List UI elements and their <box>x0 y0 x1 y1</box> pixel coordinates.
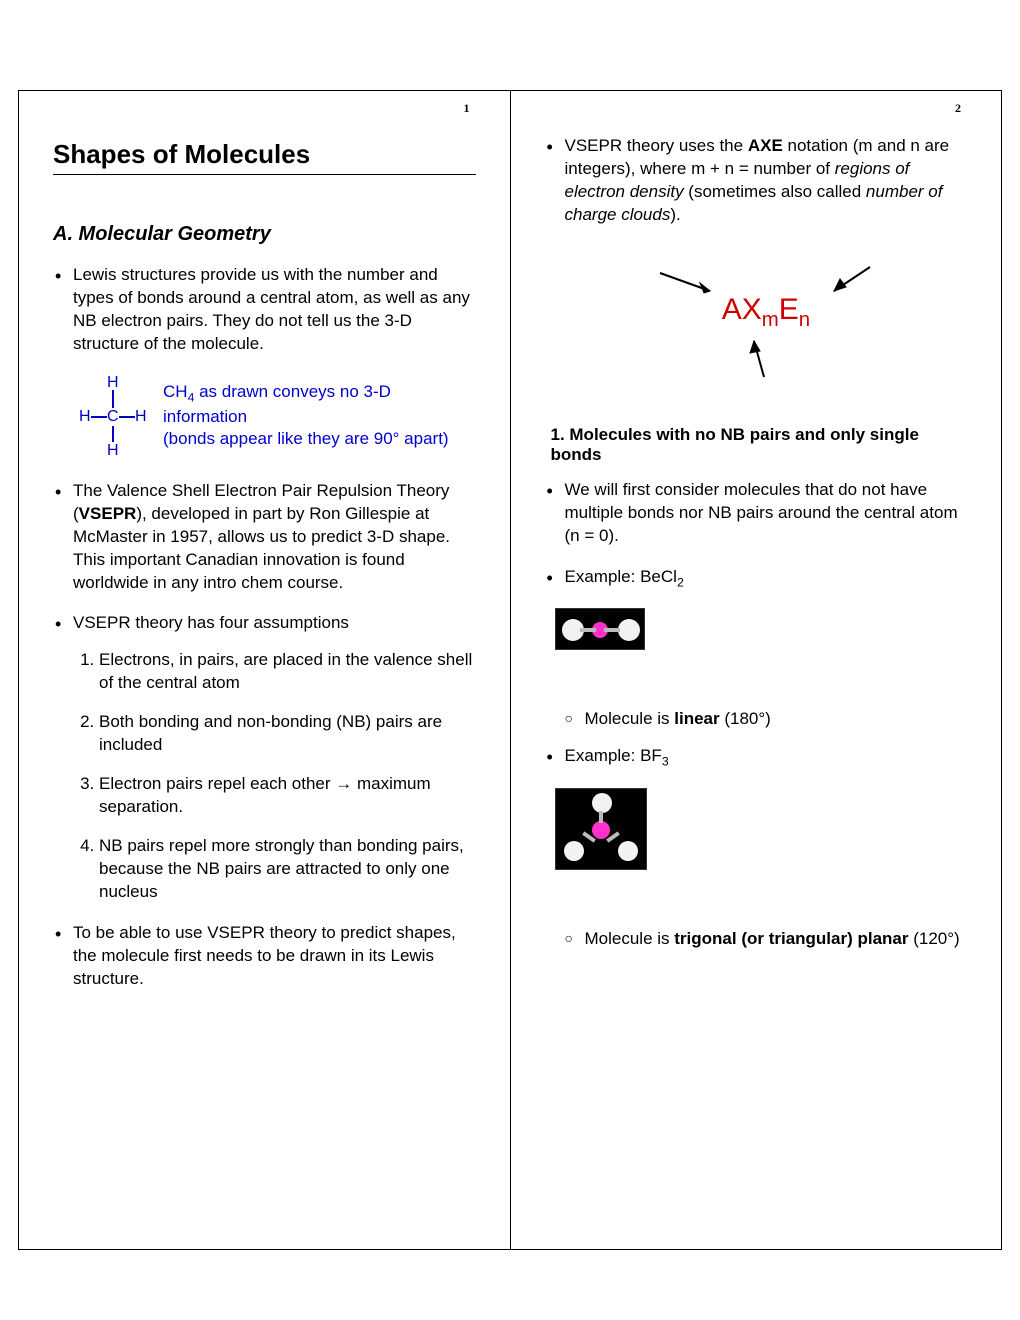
example-label: Example: BeCl <box>565 567 677 586</box>
bond <box>112 426 114 442</box>
text-bold: VSEPR <box>79 504 137 523</box>
list-item: Electron pairs repel each other → maximu… <box>99 773 476 819</box>
list-item: Molecule is linear (180°) <box>585 708 968 731</box>
assumption-list: Electrons, in pairs, are placed in the v… <box>73 649 476 903</box>
result-list-2: Molecule is trigonal (or triangular) pla… <box>545 928 968 951</box>
spacer <box>545 878 968 918</box>
list-item: Electrons, in pairs, are placed in the v… <box>99 649 476 695</box>
text: Molecule is <box>585 709 675 728</box>
right-column: 2 VSEPR theory uses the AXE notation (m … <box>511 91 1002 1249</box>
result-list: Molecule is linear (180°) <box>545 708 968 731</box>
bond <box>119 416 135 418</box>
ch4-figure: H H H H C CH4 as drawn conveys no 3-D in… <box>79 374 476 458</box>
main-title: Shapes of Molecules <box>53 139 476 170</box>
example-label: Example: BF <box>565 746 662 765</box>
arrow-icon <box>744 333 772 381</box>
text-bold: trigonal (or triangular) planar <box>674 929 908 948</box>
list-item: VSEPR theory uses the AXE notation (m an… <box>565 135 968 227</box>
left-bullet-list-2: The Valence Shell Electron Pair Repulsio… <box>53 480 476 991</box>
ch4-caption-text: (bonds appear like they are 90° apart) <box>163 429 449 448</box>
page-sheet: 1 Shapes of Molecules A. Molecular Geome… <box>18 90 1002 1250</box>
list-item: We will first consider molecules that do… <box>565 479 968 548</box>
text: (sometimes also called <box>684 182 866 201</box>
axe-m: m <box>762 309 779 331</box>
list-item: Lewis structures provide us with the num… <box>73 264 476 356</box>
bond-stick <box>599 811 603 823</box>
axe-e: E <box>779 293 799 326</box>
bond <box>112 390 114 408</box>
bf3-model-image <box>555 788 647 870</box>
ch4-caption: CH4 as drawn conveys no 3-D information … <box>163 381 463 450</box>
bond <box>91 416 107 418</box>
list-item: NB pairs repel more strongly than bondin… <box>99 835 476 904</box>
list-item: Both bonding and non-bonding (NB) pairs … <box>99 711 476 757</box>
ch4-caption-text: as drawn conveys no 3-D information <box>163 382 391 426</box>
example-sub: 2 <box>677 575 684 589</box>
atom-ball <box>592 821 610 839</box>
text-bold: linear <box>674 709 719 728</box>
text: VSEPR theory uses the <box>565 136 748 155</box>
subsection-heading: 1. Molecules with no NB pairs and only s… <box>551 425 968 465</box>
page-number-left: 1 <box>464 101 470 116</box>
text: VSEPR theory has four assumptions <box>73 613 349 632</box>
ch4-structure: H H H H C <box>79 374 149 458</box>
bond-stick <box>580 628 596 632</box>
right-bullet-list-2: We will first consider molecules that do… <box>545 479 968 591</box>
axe-formula: AXmEn <box>722 293 810 332</box>
list-item: Molecule is trigonal (or triangular) pla… <box>585 928 968 951</box>
text: (180°) <box>720 709 771 728</box>
text: Molecule is <box>585 929 675 948</box>
atom-ball <box>592 793 612 813</box>
list-item: Example: BeCl2 <box>565 566 968 591</box>
atom-ball <box>618 619 640 641</box>
becl2-model-image <box>555 608 645 650</box>
spacer <box>545 658 968 698</box>
atom-h-bottom: H <box>107 442 119 460</box>
list-item: VSEPR theory has four assumptions Electr… <box>73 612 476 903</box>
text: ). <box>670 205 680 224</box>
text-bold: AXE <box>748 136 783 155</box>
right-bullet-list-3: Example: BF3 <box>545 745 968 770</box>
left-column: 1 Shapes of Molecules A. Molecular Geome… <box>19 91 511 1249</box>
text: (120°) <box>909 929 960 948</box>
atom-ball <box>618 841 638 861</box>
list-item: To be able to use VSEPR theory to predic… <box>73 922 476 991</box>
left-bullet-list: Lewis structures provide us with the num… <box>53 264 476 356</box>
atom-h-right: H <box>135 408 147 426</box>
atom-c: C <box>107 408 119 426</box>
page-number-right: 2 <box>955 101 961 116</box>
axe-ax: AX <box>722 293 762 326</box>
title-rule <box>53 174 476 175</box>
atom-h-left: H <box>79 408 91 426</box>
section-a-heading: A. Molecular Geometry <box>53 223 476 246</box>
ch4-caption-text: CH <box>163 382 188 401</box>
axe-notation-figure: AXmEn <box>626 245 886 395</box>
list-item: Example: BF3 <box>565 745 968 770</box>
arrow-icon <box>656 269 720 297</box>
right-bullet-list: VSEPR theory uses the AXE notation (m an… <box>545 135 968 227</box>
atom-ball <box>564 841 584 861</box>
arrow-icon <box>826 263 876 297</box>
axe-n: n <box>799 309 810 331</box>
bond-stick <box>604 628 620 632</box>
example-sub: 3 <box>662 755 669 769</box>
list-item: The Valence Shell Electron Pair Repulsio… <box>73 480 476 595</box>
